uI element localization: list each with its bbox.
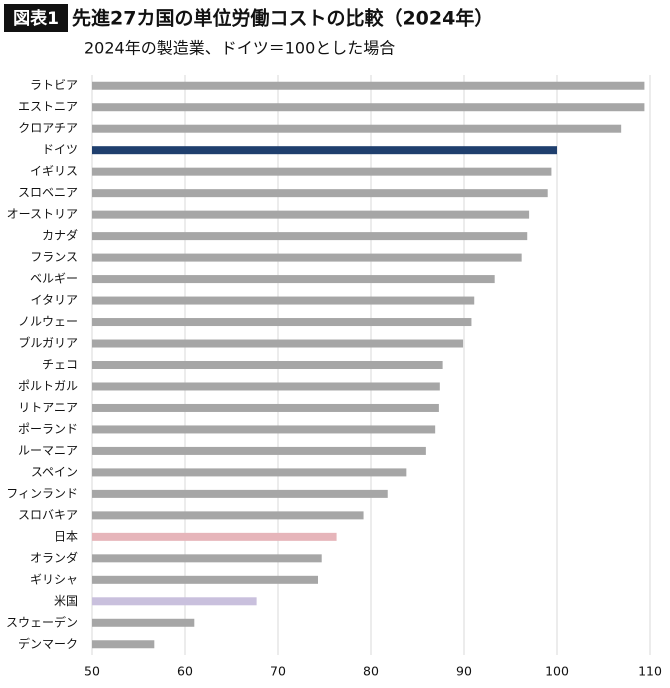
- y-tick-label: カナダ: [42, 228, 78, 243]
- x-tick-label: 50: [84, 664, 100, 679]
- y-tick-label: エストニア: [18, 100, 78, 114]
- bar: [92, 554, 322, 563]
- y-tick-label: スペイン: [31, 465, 78, 479]
- y-tick-label: チェコ: [42, 358, 78, 372]
- x-tick-label: 90: [456, 664, 472, 679]
- x-tick-label: 70: [270, 664, 286, 679]
- bar: [92, 232, 528, 241]
- badge: 図表1: [13, 8, 59, 29]
- bar: [92, 318, 472, 327]
- bar: [92, 489, 388, 498]
- bar: [92, 425, 436, 434]
- bar: [92, 446, 426, 455]
- bar: [92, 296, 475, 305]
- x-tick-label: 100: [545, 664, 569, 679]
- y-tick-label: フランス: [30, 250, 78, 264]
- bar: [92, 618, 195, 627]
- y-tick-label: ブルガリア: [18, 335, 78, 350]
- bar: [92, 167, 552, 176]
- badge-box: [4, 4, 68, 32]
- chart-subtitle: 2024年の製造業、ドイツ＝100とした場合: [84, 39, 395, 58]
- x-tick-label: 60: [177, 664, 193, 679]
- bar: [92, 124, 622, 133]
- y-tick-label: ポーランド: [18, 422, 78, 436]
- y-tick-label: ギリシャ: [30, 572, 78, 586]
- y-tick-label: オランダ: [30, 550, 78, 565]
- y-tick-label: イギリス: [30, 164, 78, 178]
- y-tick-label: 米国: [54, 594, 78, 608]
- y-tick-label: ノルウェー: [18, 315, 78, 329]
- bar: [92, 575, 318, 584]
- bar: [92, 532, 337, 541]
- bar: [92, 210, 530, 219]
- y-tick-label: スウェーデン: [6, 614, 78, 629]
- y-tick-label: デンマーク: [18, 636, 78, 651]
- bar: [92, 640, 155, 649]
- y-tick-label: フィンランド: [6, 486, 78, 500]
- bar: [92, 103, 645, 112]
- y-tick-label: オーストリア: [7, 207, 78, 221]
- y-tick-label: イタリア: [30, 293, 78, 307]
- x-tick-label: 80: [363, 664, 379, 679]
- bar: [92, 597, 257, 606]
- y-tick-label: スロバキア: [18, 508, 78, 522]
- y-tick-label: ベルギー: [30, 272, 78, 286]
- bar: [92, 361, 443, 369]
- y-tick-label: リトアニア: [18, 400, 78, 414]
- y-tick-label: ルーマニア: [18, 443, 78, 457]
- y-tick-label: クロアチア: [18, 121, 78, 135]
- y-tick-label: ドイツ: [42, 143, 78, 157]
- y-tick-label: スロベニア: [18, 186, 78, 200]
- bar: [92, 511, 364, 520]
- y-tick-label: 日本: [54, 529, 78, 543]
- x-tick-label: 110: [638, 664, 662, 679]
- bar: [92, 146, 557, 155]
- bar: [92, 253, 522, 262]
- chart-title: 先進27カ国の単位労働コストの比較（2024年）: [72, 7, 493, 30]
- y-tick-label: ポルトガル: [18, 379, 78, 393]
- bar: [92, 189, 548, 198]
- y-tick-label: ラトビア: [30, 78, 78, 92]
- bar: [92, 403, 439, 412]
- bar: [92, 382, 440, 391]
- bar: [92, 468, 407, 477]
- bar: [92, 339, 464, 348]
- bar: [92, 81, 645, 90]
- bar: [92, 275, 495, 284]
